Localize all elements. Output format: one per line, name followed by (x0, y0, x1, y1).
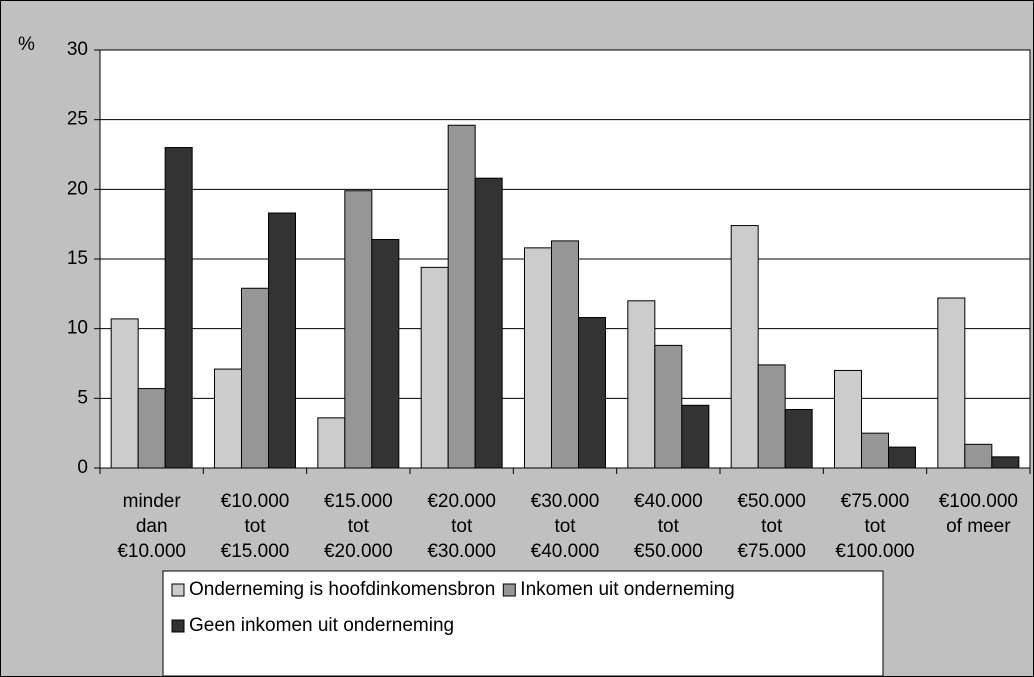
x-tick-label: €100.000 (835, 541, 914, 562)
bar (551, 240, 579, 469)
legend-swatch (502, 583, 516, 597)
y-tick-label: 20 (67, 178, 88, 199)
x-tick-label: tot (761, 516, 783, 537)
bar (371, 238, 400, 469)
legend-swatch (171, 583, 185, 597)
y-tick-label: 15 (67, 248, 88, 269)
bar (110, 318, 139, 469)
bar (214, 368, 242, 469)
x-tick-label: €20.000 (324, 541, 393, 562)
bar (834, 369, 862, 469)
bar (654, 344, 683, 469)
x-tick-label: €75.000 (841, 491, 910, 512)
bar (268, 212, 296, 469)
y-axis-label: % (18, 34, 35, 55)
bar (627, 300, 656, 469)
bar (757, 364, 786, 469)
y-tick-label: 25 (67, 109, 88, 130)
legend-label: Geen inkomen uit onderneming (189, 615, 454, 636)
legend-label: Onderneming is hoofdinkomensbron (189, 579, 495, 600)
bar (888, 446, 916, 469)
bar (344, 190, 373, 469)
bar (964, 443, 993, 469)
x-tick-label: €20.000 (427, 491, 496, 512)
legend-box (162, 570, 884, 677)
y-tick-label: 0 (77, 457, 88, 478)
x-tick-label: €100.000 (939, 491, 1018, 512)
bar (681, 404, 710, 469)
x-tick-label: dan (136, 516, 168, 537)
bar (991, 456, 1020, 469)
x-tick-label: tot (554, 516, 576, 537)
bar (578, 317, 606, 469)
x-tick-label: €10.000 (221, 491, 290, 512)
bar (137, 388, 166, 469)
legend-label: Inkomen uit onderneming (520, 579, 734, 600)
legend-swatch (171, 619, 185, 633)
bar (730, 225, 759, 469)
bar (524, 247, 552, 469)
x-tick-label: tot (451, 516, 473, 537)
x-tick-label: tot (658, 516, 680, 537)
bar (447, 124, 476, 469)
bar (317, 417, 346, 469)
x-tick-label: €15.000 (324, 491, 393, 512)
x-tick-label: of meer (946, 516, 1011, 537)
bar (784, 408, 813, 469)
y-tick-label: 30 (67, 39, 88, 60)
x-tick-label: €15.000 (221, 541, 290, 562)
x-tick-label: €10.000 (117, 541, 186, 562)
x-tick-label: €50.000 (737, 491, 806, 512)
bar (937, 297, 966, 469)
x-tick-label: tot (864, 516, 886, 537)
x-tick-label: tot (244, 516, 266, 537)
x-tick-label: tot (348, 516, 370, 537)
bar (164, 147, 193, 469)
x-tick-label: €40.000 (531, 541, 600, 562)
x-tick-label: €75.000 (737, 541, 806, 562)
bar (861, 432, 889, 469)
x-tick-label: €50.000 (634, 541, 703, 562)
bar (420, 266, 449, 469)
x-tick-label: €30.000 (531, 491, 600, 512)
bar (241, 287, 269, 469)
x-tick-label: minder (123, 491, 182, 512)
x-tick-label: €40.000 (634, 491, 703, 512)
x-tick-label: €30.000 (427, 541, 496, 562)
y-tick-label: 5 (77, 387, 88, 408)
bar (474, 177, 503, 469)
y-tick-label: 10 (67, 318, 88, 339)
